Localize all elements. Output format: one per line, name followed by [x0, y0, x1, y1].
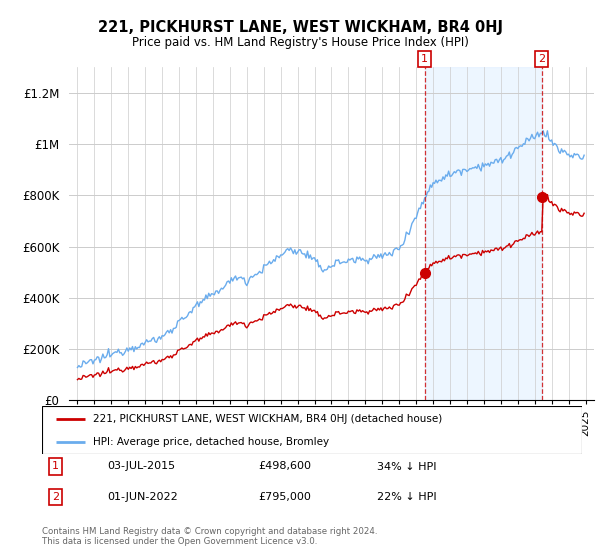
Text: 221, PICKHURST LANE, WEST WICKHAM, BR4 0HJ: 221, PICKHURST LANE, WEST WICKHAM, BR4 0…	[97, 20, 503, 35]
Text: 221, PICKHURST LANE, WEST WICKHAM, BR4 0HJ (detached house): 221, PICKHURST LANE, WEST WICKHAM, BR4 0…	[94, 414, 443, 424]
Text: 2: 2	[538, 54, 545, 64]
Text: 01-JUN-2022: 01-JUN-2022	[107, 492, 178, 502]
Bar	[425, 67, 542, 400]
Text: £498,600: £498,600	[258, 461, 311, 472]
Text: £795,000: £795,000	[258, 492, 311, 502]
Text: 34% ↓ HPI: 34% ↓ HPI	[377, 461, 436, 472]
Text: 2: 2	[52, 492, 59, 502]
Text: 1: 1	[421, 54, 428, 64]
Text: 03-JUL-2015: 03-JUL-2015	[107, 461, 175, 472]
FancyBboxPatch shape	[42, 406, 582, 454]
Text: Contains HM Land Registry data © Crown copyright and database right 2024.
This d: Contains HM Land Registry data © Crown c…	[42, 526, 377, 546]
Text: 1: 1	[52, 461, 59, 472]
Text: Price paid vs. HM Land Registry's House Price Index (HPI): Price paid vs. HM Land Registry's House …	[131, 36, 469, 49]
Text: HPI: Average price, detached house, Bromley: HPI: Average price, detached house, Brom…	[94, 437, 329, 447]
Text: 22% ↓ HPI: 22% ↓ HPI	[377, 492, 436, 502]
